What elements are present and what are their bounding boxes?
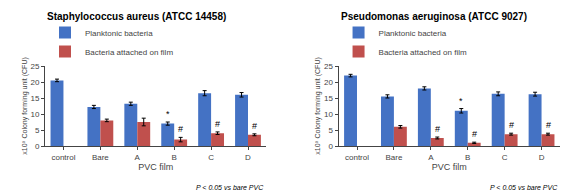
svg-text:#: # [472,129,477,139]
svg-text:0: 0 [35,142,40,151]
svg-text:#: # [252,121,257,131]
svg-text:Staphylococcus aureus (ATCC 14: Staphylococcus aureus (ATCC 14458) [47,11,226,22]
svg-text:*: * [459,96,463,106]
svg-text:C: C [208,153,214,162]
svg-text:#: # [435,124,440,134]
svg-text:Bare: Bare [385,153,402,162]
svg-text:x10⁹ Colony forming unit (CFU): x10⁹ Colony forming unit (CFU) [21,57,29,155]
svg-text:Bacteria attached on film: Bacteria attached on film [85,48,173,57]
svg-text:25: 25 [324,62,333,71]
svg-text:PVC film: PVC film [138,162,173,172]
svg-text:P < 0.05 vs bare PVC: P < 0.05 vs bare PVC [490,184,558,191]
svg-text:D: D [245,153,251,162]
svg-text:5: 5 [328,126,333,135]
svg-text:control: control [345,153,369,162]
svg-text:PVC film: PVC film [432,162,467,172]
svg-text:0: 0 [328,142,333,151]
svg-text:P < 0.05 vs bare PVC: P < 0.05 vs bare PVC [196,184,264,191]
svg-text:A: A [135,153,141,162]
svg-text:C: C [502,153,508,162]
svg-text:#: # [178,124,183,134]
svg-text:#: # [215,119,220,129]
svg-text:#: # [546,120,551,130]
svg-text:Bacteria attached on film: Bacteria attached on film [379,48,467,57]
svg-text:#: # [509,120,514,130]
svg-text:10: 10 [324,110,333,119]
svg-text:control: control [51,153,75,162]
svg-text:10: 10 [30,110,39,119]
svg-text:Pseudomonas aeruginosa (ATCC 9: Pseudomonas aeruginosa (ATCC 9027) [341,11,527,22]
svg-text:15: 15 [324,94,333,103]
svg-text:20: 20 [324,78,333,87]
svg-text:20: 20 [30,78,39,87]
svg-text:A: A [428,153,434,162]
svg-text:Bare: Bare [92,153,109,162]
svg-text:25: 25 [30,62,39,71]
svg-text:x10⁹ Colony forming unit (CFU): x10⁹ Colony forming unit (CFU) [314,57,322,155]
svg-text:15: 15 [30,94,39,103]
svg-text:*: * [166,109,170,119]
svg-text:Planktonic bacteria: Planktonic bacteria [85,29,153,38]
svg-text:5: 5 [35,126,40,135]
svg-text:Planktonic bacteria: Planktonic bacteria [379,29,447,38]
svg-text:B: B [465,153,470,162]
svg-text:D: D [539,153,545,162]
svg-text:B: B [172,153,177,162]
